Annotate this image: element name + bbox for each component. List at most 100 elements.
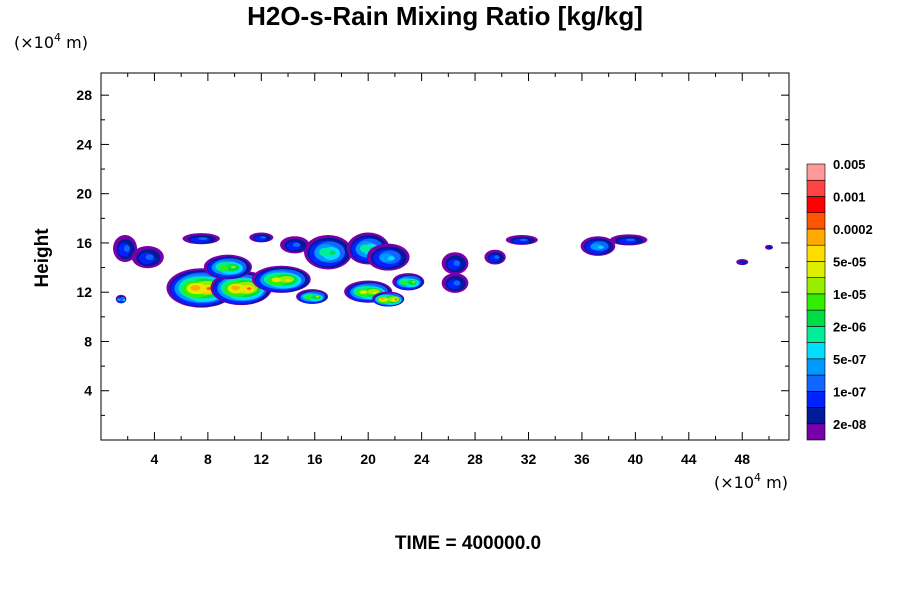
colorbar-swatch: [806, 326, 826, 343]
contour-cell-18: [441, 252, 469, 275]
y-tick-label: 12: [76, 284, 92, 300]
contour-cell-6: [203, 254, 252, 280]
contour-level-6: [359, 244, 371, 253]
contour-level-5: [387, 256, 395, 261]
colorbar-swatch: [806, 261, 826, 278]
colorbar-label: 1e-05: [833, 287, 866, 302]
x-tick-label: 8: [204, 451, 212, 467]
time-label: TIME = 400000.0: [395, 533, 541, 554]
colorbar-label: 2e-06: [833, 319, 866, 334]
contour-cell-22: [580, 236, 616, 256]
chart-title: H2O-s-Rain Mixing Ratio [kg/kg]: [247, 1, 643, 31]
colorbar-label: 0.005: [833, 157, 866, 172]
colorbar-swatch: [806, 163, 826, 181]
colorbar-swatch: [806, 423, 826, 441]
x-tick-label: 4: [151, 451, 159, 467]
contour-level-5: [122, 299, 126, 302]
contour-cell-13: [372, 291, 405, 307]
contour-level-8: [305, 296, 312, 300]
x-tick-label: 44: [681, 451, 697, 467]
colorbar-swatch: [806, 228, 826, 246]
contour-level-3: [625, 238, 636, 242]
contour-level-9: [279, 275, 295, 283]
contour-level-8: [219, 265, 229, 271]
contour-cell-1: [113, 234, 138, 263]
colorbar-label: 0.001: [833, 189, 866, 204]
colorbar-swatch: [806, 374, 826, 392]
y-axis-ticks: 4 8 12 16 20 24 28: [76, 87, 789, 416]
colorbar-swatch: [806, 293, 826, 311]
contour-level-11: [391, 298, 399, 302]
x-tick-label: 24: [414, 451, 430, 467]
y-unit-suffix: m): [61, 33, 88, 52]
contour-level-12: [190, 285, 201, 291]
y-tick-label: 8: [84, 333, 92, 349]
contour-level-3: [453, 260, 461, 267]
colorbar-swatch: [806, 390, 826, 408]
colorbar-swatch: [806, 196, 826, 214]
contour-cell-9: [304, 234, 353, 270]
colorbar-label: 2e-08: [833, 417, 866, 432]
x-unit-prefix: (×10: [714, 473, 754, 492]
contour-cell-11: [366, 243, 410, 271]
contour-level-10: [271, 277, 282, 283]
contour-cell-17: [280, 236, 310, 254]
contour-level-9: [315, 295, 320, 298]
contour-fills: [113, 232, 773, 308]
y-tick-label: 24: [76, 136, 92, 152]
x-unit-suffix: m): [761, 473, 788, 492]
y-tick-label: 28: [76, 87, 92, 103]
contour-cell-19: [441, 273, 469, 293]
contour-level-8: [401, 281, 408, 285]
x-unit-exponent: 4: [754, 471, 761, 484]
colorbar-swatch: [806, 407, 826, 425]
contour-level-13: [246, 287, 252, 290]
contour-level-2: [739, 262, 744, 265]
contour-cell-15: [182, 233, 220, 245]
contour-level-13: [394, 298, 398, 301]
x-tick-label: 20: [360, 451, 376, 467]
x-tick-label: 32: [521, 451, 537, 467]
contour-level-11: [285, 279, 291, 282]
colorbar-label: 0.0002: [833, 222, 873, 237]
x-axis-ticks: 4 8 12 16 20 24 28 32 36 40 44 48: [127, 73, 770, 467]
colorbar-swatch: [806, 212, 826, 230]
plot-frame: [100, 72, 790, 441]
colorbar-label: 5e-07: [833, 352, 866, 367]
colorbar: 2e-08 1e-07 5e-07 2e-06 1e-05 5e-05 0.0002 0.00…: [806, 157, 873, 441]
contour-cell-7: [251, 265, 311, 293]
colorbar-swatch: [806, 309, 826, 327]
contour-level-3: [292, 242, 301, 247]
contour-level-2: [766, 247, 770, 250]
contour-level-9: [230, 265, 236, 269]
y-tick-label: 16: [76, 235, 92, 251]
x-tick-label: 12: [254, 451, 270, 467]
colorbar-swatch: [806, 358, 826, 376]
contour-level-6: [319, 247, 332, 257]
contour-level-3: [260, 236, 267, 239]
x-axis-unit: (×104 m): [714, 471, 788, 492]
contour-level-12: [380, 297, 385, 301]
contour-level-3: [453, 280, 461, 286]
contour-cell-8: [296, 289, 329, 304]
contour-cell-16: [249, 232, 274, 243]
contour-cell-3: [115, 294, 127, 304]
y-tick-label: 4: [84, 383, 92, 399]
x-tick-label: 40: [628, 451, 644, 467]
contour-level-7: [329, 250, 336, 255]
contour-level-3: [198, 237, 208, 241]
y-tick-label: 20: [76, 186, 92, 202]
y-axis-unit: (×104 m): [14, 31, 88, 52]
y-unit-exponent: 4: [54, 31, 61, 44]
contour-cell-2: [131, 246, 164, 269]
colorbar-swatch: [806, 179, 826, 197]
x-tick-label: 16: [307, 451, 323, 467]
contour-cell-21: [505, 234, 538, 245]
x-tick-label: 48: [734, 451, 750, 467]
contour-cell-23: [609, 234, 648, 246]
contour-level-3: [519, 238, 528, 242]
x-tick-label: 36: [574, 451, 590, 467]
contour-cell-25: [764, 244, 773, 250]
y-axis-label: Height: [32, 228, 53, 288]
